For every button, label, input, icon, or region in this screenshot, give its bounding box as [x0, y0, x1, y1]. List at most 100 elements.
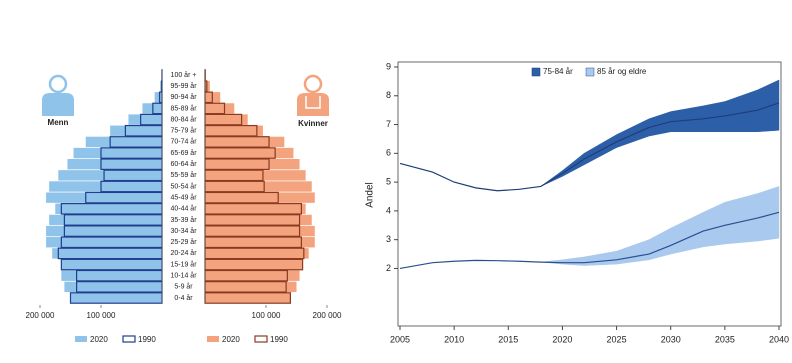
- bar: [61, 270, 162, 281]
- age-label: 10-14 år: [170, 272, 197, 280]
- bar: [52, 248, 163, 259]
- age-label: 35-39 år: [170, 216, 197, 224]
- age-label: 60-64 år: [170, 160, 197, 168]
- y-tick-label: 3: [386, 234, 391, 244]
- plot-frame: [397, 61, 782, 327]
- median-line: [399, 102, 780, 192]
- age-label: 85-89 år: [170, 104, 197, 112]
- legend-label: 1990: [270, 335, 288, 344]
- y-tick-label: 5: [386, 176, 391, 186]
- band-segment: [757, 186, 780, 242]
- bar: [205, 248, 309, 259]
- x-tick-label: 2040: [769, 334, 789, 344]
- age-label: 5-9 år: [174, 283, 193, 291]
- bar: [205, 292, 291, 304]
- legend-label: 85 år og eldre: [597, 67, 647, 76]
- bar: [205, 225, 315, 237]
- bar: [205, 170, 306, 181]
- x-tick-label: 2005: [390, 334, 410, 344]
- band-segment: [562, 256, 585, 266]
- legend-swatch: [75, 336, 87, 342]
- x-tick-label: 2020: [552, 334, 572, 344]
- bar: [205, 159, 300, 170]
- age-label: 75-79 år: [170, 127, 197, 135]
- age-label: 65-69 år: [170, 149, 197, 157]
- bar: [49, 181, 162, 192]
- age-label: 15-19 år: [170, 260, 197, 268]
- age-label: 20-24 år: [170, 249, 197, 257]
- legend-swatch: [585, 67, 595, 77]
- legend-label: 2020: [90, 335, 108, 344]
- bar: [205, 103, 235, 114]
- bar: [205, 125, 263, 136]
- band-segment: [616, 239, 650, 265]
- legend-label: 2020: [222, 335, 240, 344]
- band-segment: [702, 201, 726, 248]
- bar: [205, 270, 300, 281]
- bar: [205, 281, 297, 293]
- age-label: 80-84 år: [170, 115, 197, 123]
- man-icon: [42, 74, 74, 116]
- y-tick-label: 8: [386, 90, 391, 100]
- x-tick-label: 2035: [715, 334, 735, 344]
- bar: [205, 203, 306, 214]
- y-tick-label: 2: [386, 263, 391, 273]
- age-label: 95-99 år: [170, 82, 197, 90]
- age-label: 45-49 år: [170, 193, 197, 201]
- bar: [205, 80, 210, 92]
- age-label: 100 år +: [171, 71, 197, 79]
- age-label: 0-4 år: [174, 294, 193, 302]
- bar: [205, 214, 312, 226]
- bar: [205, 136, 285, 148]
- x-tick-label: 2015: [498, 334, 518, 344]
- band-segment: [757, 79, 780, 133]
- bar: [67, 159, 162, 170]
- bar: [128, 114, 162, 125]
- bar: [205, 147, 294, 159]
- y-tick-label: 9: [386, 61, 391, 71]
- age-label: 50-54 år: [170, 182, 197, 190]
- legend-swatch: [207, 336, 219, 342]
- legend-label: 1990: [138, 335, 156, 344]
- legend-swatch: [531, 67, 541, 77]
- x-tick-label: 2030: [661, 334, 681, 344]
- x-tick-label: 100 000: [252, 311, 281, 320]
- bar: [205, 192, 315, 203]
- bar: [46, 237, 162, 248]
- y-tick-label: 4: [386, 205, 391, 215]
- bar: [85, 136, 162, 148]
- band-segment: [648, 227, 671, 261]
- bar: [49, 214, 162, 226]
- x-tick-label: 200 000: [313, 311, 342, 320]
- age-label: 30-34 år: [170, 227, 197, 235]
- x-tick-label: 200 000: [26, 311, 55, 320]
- y-axis-label: Andel: [365, 182, 376, 208]
- group-label: Kvinner: [298, 119, 328, 128]
- age-label: 70-74 år: [170, 138, 197, 146]
- age-label: 25-29 år: [170, 238, 197, 246]
- bar: [205, 114, 248, 125]
- group-label: Menn: [48, 118, 69, 127]
- legend-label: 75-84 år: [543, 67, 573, 76]
- bar: [70, 292, 162, 304]
- band-segment: [583, 250, 617, 266]
- bar: [142, 103, 162, 114]
- bar: [110, 125, 162, 136]
- median-line: [399, 211, 780, 270]
- bar: [46, 192, 162, 203]
- bar: [64, 281, 162, 293]
- bar: [205, 237, 315, 248]
- bar: [55, 203, 162, 214]
- bar: [205, 259, 303, 270]
- bar: [58, 170, 162, 181]
- age-label: 40-44 år: [170, 205, 197, 213]
- bar: [61, 259, 162, 270]
- x-tick-label: 2010: [444, 334, 464, 344]
- bar: [73, 147, 162, 159]
- y-tick-label: 6: [386, 148, 391, 158]
- legend-swatch: [254, 335, 268, 343]
- x-tick-label: 100 000: [87, 311, 116, 320]
- bar: [46, 225, 162, 237]
- band-segment: [616, 118, 650, 148]
